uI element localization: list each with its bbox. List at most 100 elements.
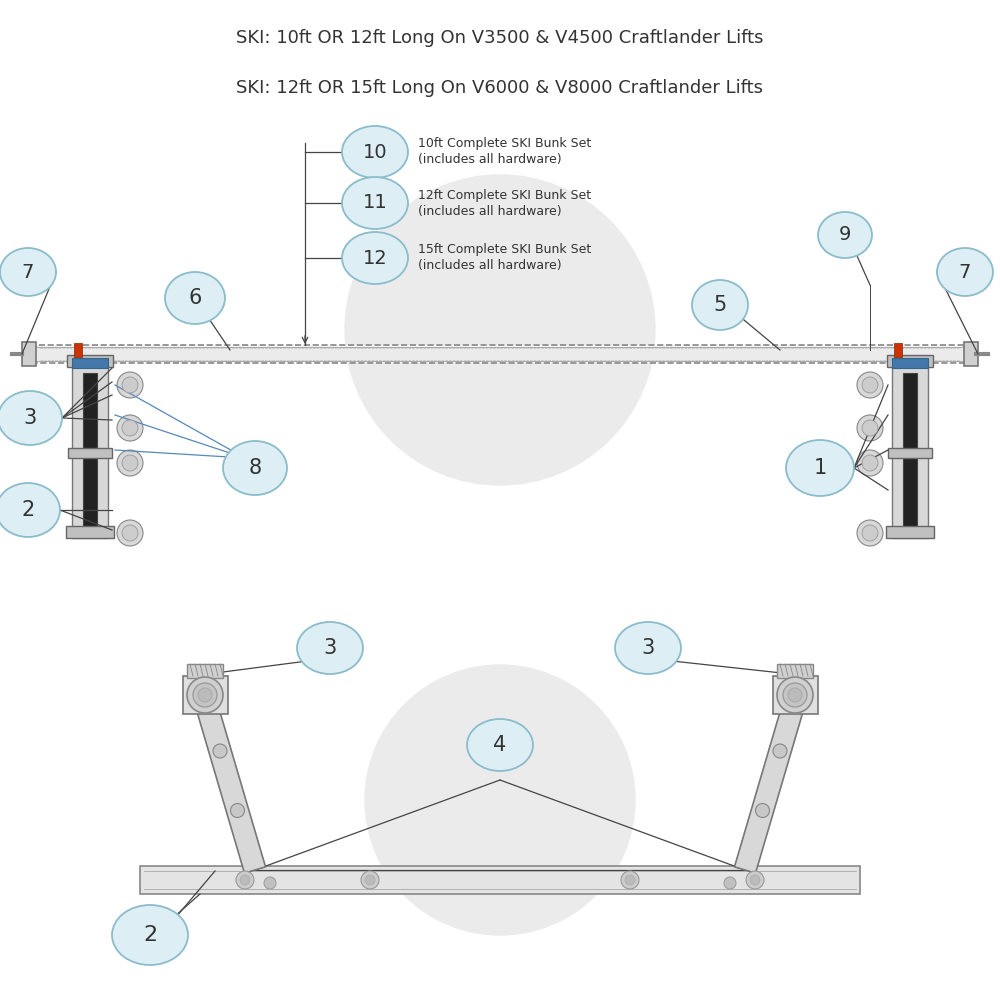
Ellipse shape [112,905,188,965]
FancyBboxPatch shape [140,866,860,894]
FancyBboxPatch shape [67,355,113,367]
Circle shape [117,450,143,476]
Ellipse shape [223,441,287,495]
Circle shape [783,683,807,707]
Text: 4: 4 [493,735,507,755]
Text: 8: 8 [248,458,262,478]
FancyBboxPatch shape [892,358,928,368]
Circle shape [365,875,375,885]
Circle shape [187,677,223,713]
Ellipse shape [0,391,62,445]
Circle shape [122,525,138,541]
FancyBboxPatch shape [777,664,813,678]
Ellipse shape [342,232,408,284]
Circle shape [117,372,143,398]
Circle shape [117,520,143,546]
FancyBboxPatch shape [83,373,97,528]
Text: 6: 6 [188,288,202,308]
Circle shape [862,377,878,393]
Circle shape [857,450,883,476]
Text: 1: 1 [813,458,827,478]
Circle shape [724,877,736,889]
Ellipse shape [818,212,872,258]
Circle shape [857,520,883,546]
FancyBboxPatch shape [964,342,978,366]
Text: 11: 11 [363,194,387,213]
Ellipse shape [692,280,748,330]
Text: 15ft Complete SKI Bunk Set: 15ft Complete SKI Bunk Set [418,243,591,256]
Text: SKI: 12ft OR 15ft Long On V6000 & V8000 Craftlander Lifts: SKI: 12ft OR 15ft Long On V6000 & V8000 … [237,79,764,97]
FancyBboxPatch shape [34,347,966,361]
Text: 10ft Complete SKI Bunk Set: 10ft Complete SKI Bunk Set [418,137,591,150]
Ellipse shape [0,483,60,537]
Text: (includes all hardware): (includes all hardware) [418,153,562,166]
FancyBboxPatch shape [894,343,902,357]
Circle shape [122,377,138,393]
Text: 9: 9 [839,226,851,244]
FancyBboxPatch shape [903,373,917,528]
Circle shape [365,665,635,935]
Circle shape [857,372,883,398]
Circle shape [862,420,878,436]
Ellipse shape [0,248,56,296]
Text: (includes all hardware): (includes all hardware) [418,205,562,218]
FancyBboxPatch shape [72,358,108,368]
Text: (includes all hardware): (includes all hardware) [418,259,562,272]
Ellipse shape [297,622,363,674]
Text: 2: 2 [21,500,35,520]
Circle shape [621,871,639,889]
FancyBboxPatch shape [68,448,112,458]
Circle shape [198,688,212,702]
Circle shape [117,415,143,441]
Text: 10: 10 [363,142,387,161]
FancyBboxPatch shape [74,343,82,357]
FancyBboxPatch shape [183,676,228,714]
Polygon shape [194,697,266,873]
Circle shape [625,875,635,885]
Text: 12: 12 [363,248,387,267]
FancyBboxPatch shape [187,664,223,678]
FancyBboxPatch shape [22,342,36,366]
Circle shape [862,525,878,541]
Circle shape [756,804,770,818]
Circle shape [236,871,254,889]
Circle shape [777,677,813,713]
Text: SKI: 10ft OR 12ft Long On V3500 & V4500 Craftlander Lifts: SKI: 10ft OR 12ft Long On V3500 & V4500 … [236,29,764,47]
Circle shape [857,415,883,441]
Circle shape [122,420,138,436]
Ellipse shape [615,622,681,674]
Ellipse shape [165,272,225,324]
Ellipse shape [467,719,533,771]
Ellipse shape [937,248,993,296]
Circle shape [264,877,276,889]
Text: 2: 2 [143,925,157,945]
Circle shape [193,683,217,707]
FancyBboxPatch shape [888,448,932,458]
Circle shape [788,688,802,702]
Text: 3: 3 [323,638,337,658]
Polygon shape [734,697,806,873]
FancyBboxPatch shape [72,363,108,538]
Circle shape [750,875,760,885]
FancyBboxPatch shape [886,526,934,538]
FancyBboxPatch shape [66,526,114,538]
Circle shape [240,875,250,885]
Circle shape [230,804,244,818]
Circle shape [122,455,138,471]
Circle shape [361,871,379,889]
Text: 3: 3 [23,408,37,428]
FancyBboxPatch shape [892,363,928,538]
FancyBboxPatch shape [773,676,818,714]
Text: 12ft Complete SKI Bunk Set: 12ft Complete SKI Bunk Set [418,188,591,202]
Ellipse shape [342,126,408,178]
Circle shape [213,744,227,758]
Circle shape [345,175,655,485]
FancyBboxPatch shape [887,355,933,367]
FancyBboxPatch shape [30,345,970,363]
Circle shape [862,455,878,471]
Ellipse shape [786,440,854,496]
Circle shape [773,744,787,758]
Text: 7: 7 [959,262,971,282]
Text: 3: 3 [641,638,655,658]
Text: 5: 5 [713,295,727,315]
